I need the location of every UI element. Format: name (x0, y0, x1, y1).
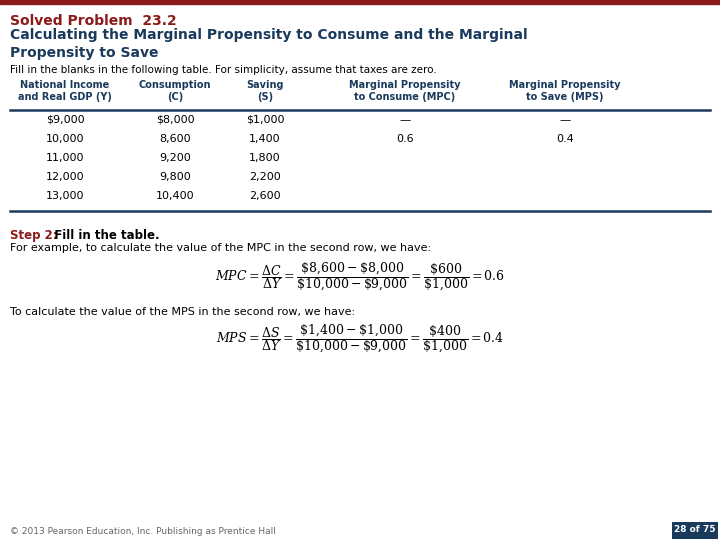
Text: To calculate the value of the MPS in the second row, we have:: To calculate the value of the MPS in the… (10, 307, 355, 317)
Text: 13,000: 13,000 (46, 191, 84, 201)
Text: 0.6: 0.6 (396, 134, 414, 144)
Bar (0, 0, 720, 4)
Text: Marginal Propensity
to Save (MPS): Marginal Propensity to Save (MPS) (509, 80, 621, 102)
Text: 2,200: 2,200 (249, 172, 281, 182)
Text: National Income
and Real GDP (Y): National Income and Real GDP (Y) (18, 80, 112, 102)
Text: Saving
(S): Saving (S) (246, 80, 284, 102)
Text: 9,800: 9,800 (159, 172, 191, 182)
Text: 1,800: 1,800 (249, 153, 281, 163)
Text: Calculating the Marginal Propensity to Consume and the Marginal
Propensity to Sa: Calculating the Marginal Propensity to C… (10, 28, 528, 60)
Text: $8,000: $8,000 (156, 115, 194, 125)
Text: 1,400: 1,400 (249, 134, 281, 144)
Text: Consumption
(C): Consumption (C) (139, 80, 211, 102)
Text: 10,400: 10,400 (156, 191, 194, 201)
Text: —: — (559, 115, 570, 125)
Text: 9,200: 9,200 (159, 153, 191, 163)
Bar (672, 522, 718, 539)
Text: Fill in the blanks in the following table. For simplicity, assume that taxes are: Fill in the blanks in the following tabl… (10, 65, 437, 75)
Text: 8,600: 8,600 (159, 134, 191, 144)
Text: $\mathit{MPC} = \dfrac{\Delta C}{\Delta Y} = \dfrac{\$8{,}600-\$8{,}000}{\$10{,}: $\mathit{MPC} = \dfrac{\Delta C}{\Delta … (215, 261, 505, 293)
Text: $1,000: $1,000 (246, 115, 284, 125)
Text: 10,000: 10,000 (46, 134, 84, 144)
Text: $9,000: $9,000 (45, 115, 84, 125)
Text: Fill in the table.: Fill in the table. (46, 229, 160, 242)
Text: 12,000: 12,000 (45, 172, 84, 182)
Text: —: — (400, 115, 410, 125)
Text: 2,600: 2,600 (249, 191, 281, 201)
Text: 0.4: 0.4 (556, 134, 574, 144)
Text: Marginal Propensity
to Consume (MPC): Marginal Propensity to Consume (MPC) (349, 80, 461, 102)
Text: © 2013 Pearson Education, Inc. Publishing as Prentice Hall: © 2013 Pearson Education, Inc. Publishin… (10, 527, 276, 536)
Text: Step 2:: Step 2: (10, 229, 58, 242)
Text: 11,000: 11,000 (46, 153, 84, 163)
Text: Solved Problem  23.2: Solved Problem 23.2 (10, 14, 176, 28)
Text: $\mathit{MPS} = \dfrac{\Delta S}{\Delta Y} = \dfrac{\$1{,}400-\$1{,}000}{\$10{,}: $\mathit{MPS} = \dfrac{\Delta S}{\Delta … (216, 323, 504, 355)
Text: For example, to calculate the value of the MPC in the second row, we have:: For example, to calculate the value of t… (10, 243, 431, 253)
Text: 28 of 75: 28 of 75 (674, 525, 716, 535)
